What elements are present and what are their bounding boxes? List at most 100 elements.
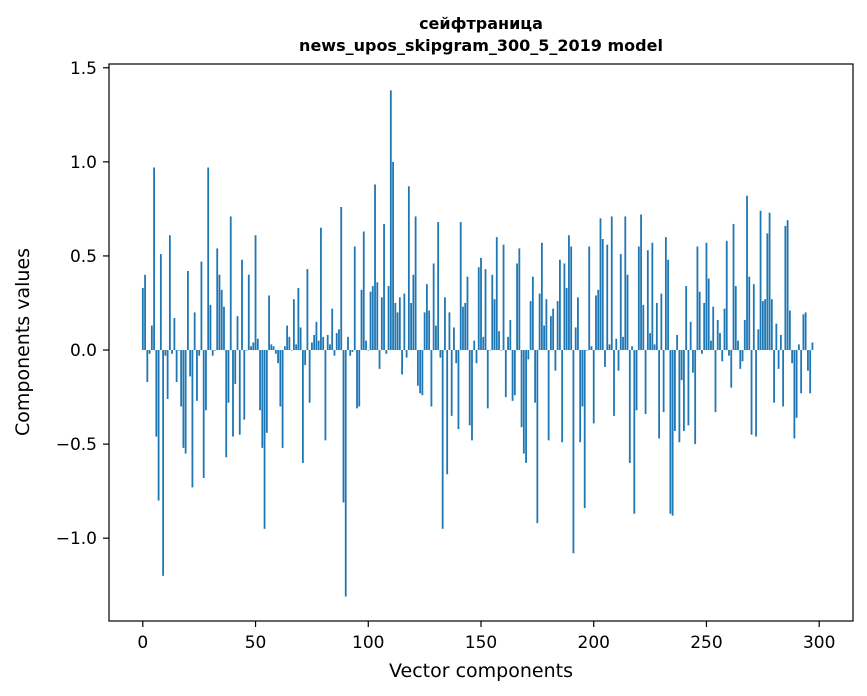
bar [770, 299, 773, 351]
bar [288, 336, 291, 351]
bar [701, 350, 703, 354]
bar [308, 350, 311, 403]
bar [482, 336, 485, 351]
bar [148, 350, 151, 354]
bar [286, 325, 289, 351]
bar [480, 257, 482, 351]
y-tick-label: −1.0 [56, 529, 97, 549]
bar [347, 336, 349, 351]
bar [590, 346, 593, 351]
bar [401, 350, 403, 375]
bar [615, 338, 618, 351]
bar [439, 350, 442, 358]
bar [403, 293, 406, 351]
bar [513, 350, 516, 396]
x-tick-label: 200 [578, 633, 610, 653]
bar [556, 301, 559, 351]
bar [162, 350, 165, 576]
bar [538, 293, 541, 351]
x-tick-label: 0 [137, 633, 148, 653]
bar [637, 246, 640, 351]
bar [581, 350, 584, 407]
bar [430, 350, 433, 407]
bar [728, 350, 730, 356]
bar [202, 350, 205, 478]
bar [732, 223, 735, 351]
bar [703, 302, 706, 351]
bar [507, 336, 509, 351]
bar [588, 246, 591, 351]
bar [678, 350, 681, 443]
bar [187, 270, 189, 351]
bar [184, 350, 187, 454]
bar [655, 302, 658, 351]
bar [306, 269, 309, 351]
bar [595, 295, 597, 351]
bar [315, 321, 318, 351]
bar [396, 312, 399, 351]
y-axis-ticks: −1.0 −0.5 0.0 0.5 1.0 1.5 [56, 59, 109, 549]
bar [669, 350, 672, 514]
bar [421, 350, 424, 396]
bar [660, 293, 663, 351]
bar [351, 350, 354, 352]
bar [358, 350, 361, 407]
bar [626, 274, 629, 351]
bar [757, 329, 760, 351]
bar [464, 302, 467, 351]
bar [435, 325, 437, 351]
bar [568, 235, 570, 351]
bar [509, 319, 512, 351]
bar [207, 167, 210, 351]
bar [712, 306, 715, 351]
bar [649, 333, 651, 351]
x-tick-label: 50 [245, 633, 267, 653]
bar [608, 344, 611, 351]
bar [428, 310, 431, 351]
bar [676, 334, 679, 351]
bar [563, 263, 566, 351]
bar [229, 216, 232, 351]
bar [579, 350, 582, 443]
bar [360, 289, 363, 351]
bar [694, 350, 697, 445]
bar [547, 350, 550, 441]
bar [144, 274, 146, 351]
bar [317, 340, 320, 351]
bar [809, 350, 812, 394]
bar [412, 274, 415, 351]
bar [617, 350, 620, 371]
bar [371, 286, 374, 351]
bar [685, 286, 688, 351]
bar [773, 350, 775, 403]
bar [486, 350, 489, 409]
bar [247, 274, 250, 351]
bar [196, 350, 198, 401]
bar [525, 350, 527, 463]
bar [171, 350, 174, 354]
bar [468, 350, 471, 426]
bar [734, 286, 737, 351]
bar [662, 350, 665, 413]
bar [761, 301, 764, 351]
bar [265, 350, 268, 433]
bar [802, 314, 805, 351]
bar [333, 350, 336, 356]
bar [687, 350, 690, 426]
bar [752, 284, 755, 351]
bar [748, 276, 751, 351]
bar [574, 327, 577, 351]
bar [446, 350, 449, 475]
bar [329, 344, 331, 351]
bar [236, 316, 239, 351]
bar [791, 350, 794, 364]
bar [155, 350, 158, 437]
bar [633, 350, 636, 514]
bar [777, 350, 780, 369]
bar [340, 207, 343, 351]
bar [466, 276, 469, 351]
bar [437, 222, 440, 351]
bar [459, 222, 462, 351]
bar [254, 235, 257, 351]
